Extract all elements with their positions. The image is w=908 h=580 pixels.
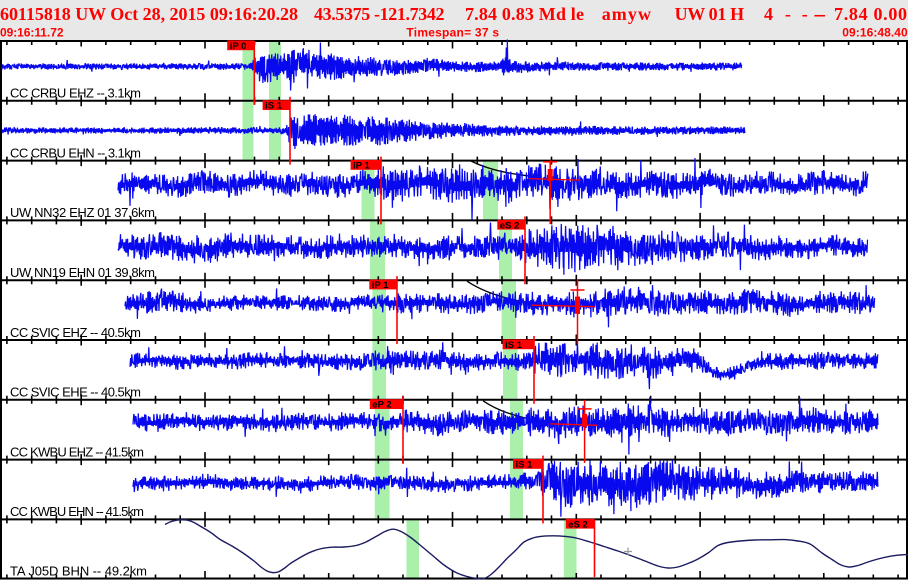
svg-text:CC CRBU EHZ -- 3.1km: CC CRBU EHZ -- 3.1km <box>10 86 141 101</box>
svg-text:60115818 UW Oct 28, 2015 09:16: 60115818 UW Oct 28, 2015 09:16:20.28 <box>0 4 298 24</box>
svg-text:4: 4 <box>764 4 773 24</box>
svg-text:CC CRBU EHN -- 3.1km: CC CRBU EHN -- 3.1km <box>10 145 141 160</box>
svg-text:iS 1: iS 1 <box>505 340 523 351</box>
svg-text:-: - <box>785 4 791 24</box>
svg-text:Timespan= 37 s: Timespan= 37 s <box>406 26 499 40</box>
svg-text:-: - <box>802 4 808 24</box>
svg-text:43.5375 -121.7342: 43.5375 -121.7342 <box>314 4 445 24</box>
svg-text:09:16:48.40: 09:16:48.40 <box>842 26 908 40</box>
svg-text:CC SVIC EHE -- 40.5km: CC SVIC EHE -- 40.5km <box>10 385 141 400</box>
svg-text:UW NN32 EHZ 01 37.6km: UW NN32 EHZ 01 37.6km <box>10 205 155 220</box>
svg-text:iP 1: iP 1 <box>372 280 389 291</box>
svg-text:amyw: amyw <box>602 4 651 24</box>
svg-text:iS 1: iS 1 <box>516 460 534 471</box>
svg-text:iP 1: iP 1 <box>353 161 370 172</box>
svg-text:UW NN19 EHN 01 39.8km: UW NN19 EHN 01 39.8km <box>10 265 155 280</box>
svg-text:CC SVIC EHZ -- 40.5km: CC SVIC EHZ -- 40.5km <box>10 325 141 340</box>
svg-text:CC KWBU EHZ -- 41.5km: CC KWBU EHZ -- 41.5km <box>10 444 144 459</box>
svg-text:UW 01 H: UW 01 H <box>675 4 745 24</box>
svg-text:---: --- <box>814 4 826 24</box>
svg-text:TA J05D BHN -- 49.2km: TA J05D BHN -- 49.2km <box>10 563 147 578</box>
svg-text:eS 2: eS 2 <box>568 519 588 530</box>
svg-text:7.84 0.83 Md le: 7.84 0.83 Md le <box>465 4 584 24</box>
svg-text:eP 2: eP 2 <box>372 400 391 411</box>
svg-text:09:16:11.72: 09:16:11.72 <box>0 26 64 40</box>
svg-text:iP 0: iP 0 <box>230 41 247 52</box>
svg-text:7.84 0.00: 7.84 0.00 <box>834 4 907 24</box>
svg-text:eS 2: eS 2 <box>500 220 520 231</box>
svg-text:iS 1: iS 1 <box>265 101 283 112</box>
svg-text:CC KWBU EHN -- 41.5km: CC KWBU EHN -- 41.5km <box>10 504 144 519</box>
